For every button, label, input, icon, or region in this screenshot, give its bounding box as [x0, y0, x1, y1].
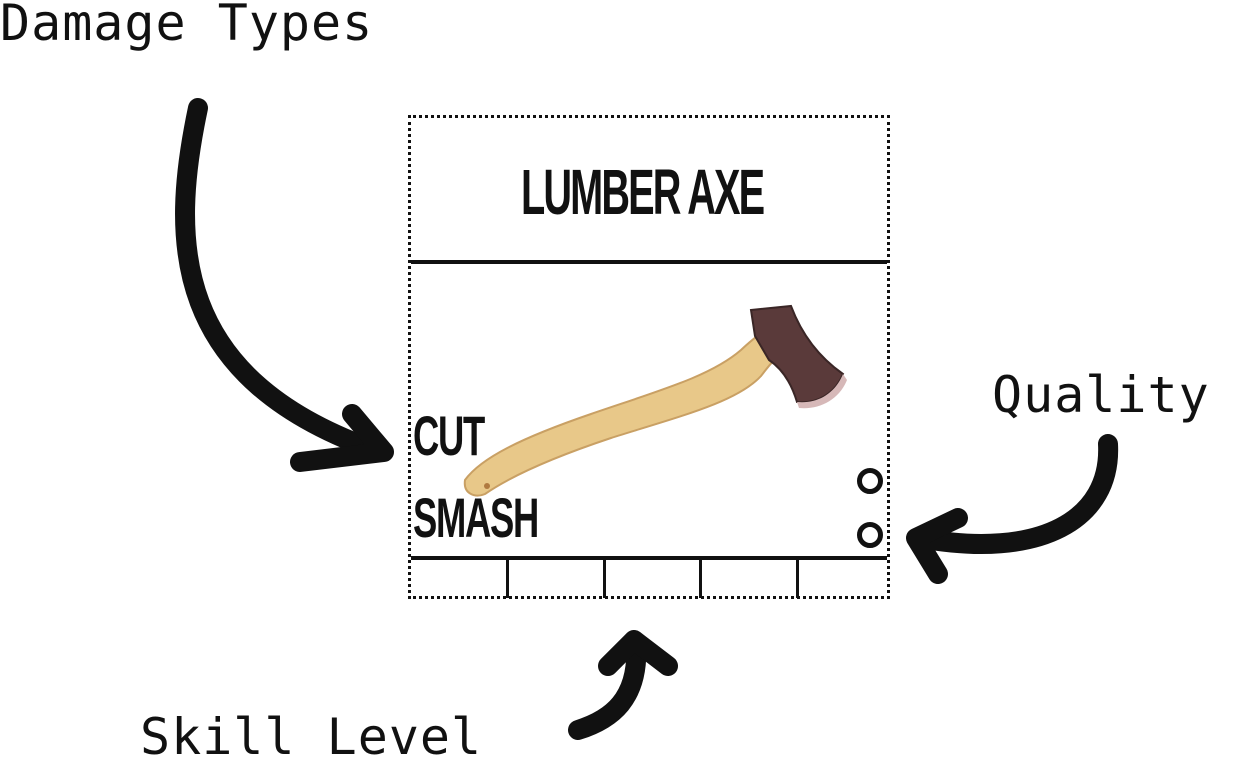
- skill-level-divider: [699, 560, 702, 598]
- damage-types-arrowhead: [290, 404, 394, 472]
- quality-pip: [857, 522, 883, 548]
- skill-level-callout: Skill Level: [140, 708, 483, 766]
- damage-type-label: SMASH: [413, 486, 539, 549]
- skill-level-arrowhead: [598, 630, 678, 676]
- damage-types-arrow: [175, 98, 390, 462]
- skill-level-divider: [796, 560, 799, 598]
- skill-level-divider: [506, 560, 509, 598]
- card-title: LUMBER AXE: [521, 156, 765, 228]
- damage-type-label: CUT: [413, 404, 485, 467]
- item-card: LUMBER AXE CUT SMASH: [408, 115, 890, 599]
- axe-illustration: [463, 304, 847, 497]
- skill-level-track: [411, 556, 887, 598]
- quality-callout: Quality: [992, 366, 1210, 424]
- card-header: LUMBER AXE: [411, 118, 887, 264]
- skill-level-arrow: [568, 632, 647, 740]
- skill-level-divider: [603, 560, 606, 598]
- quality-pip: [857, 468, 883, 494]
- damage-types-callout: Damage Types: [0, 0, 374, 52]
- quality-arrowhead: [906, 508, 968, 584]
- quality-arrow: [910, 434, 1119, 554]
